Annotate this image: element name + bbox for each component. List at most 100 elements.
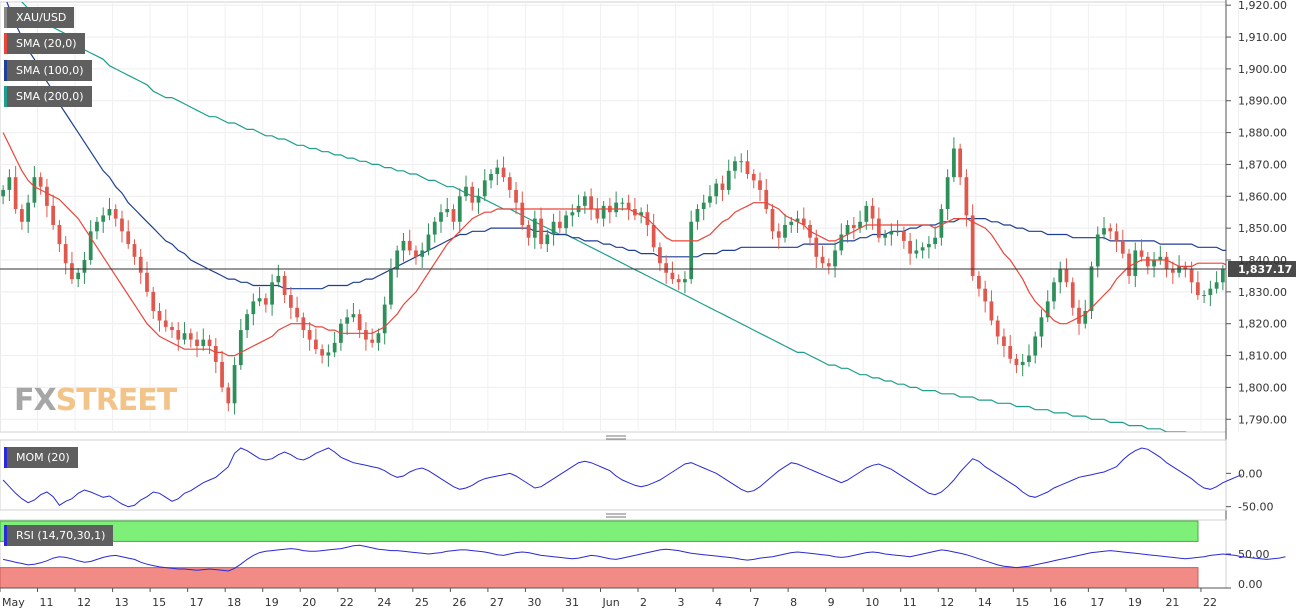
candle-body — [720, 183, 725, 190]
candle-body — [1102, 228, 1106, 235]
mom-tick-label: -50.00 — [1238, 501, 1273, 514]
candle-body — [814, 237, 819, 257]
candle-body — [201, 339, 206, 346]
candle-body — [670, 272, 675, 280]
candle-body — [470, 186, 475, 203]
legend-swatch — [4, 60, 7, 81]
legend-sma-200-label: SMA (200,0) — [16, 90, 84, 103]
candle-body — [401, 240, 406, 251]
rsi-oversold-zone — [0, 567, 1199, 589]
candle-body — [263, 298, 268, 305]
candle-body — [507, 177, 512, 190]
date-tick-label: 8 — [790, 596, 797, 609]
legend-sma-100[interactable]: SMA (100,0) — [4, 60, 92, 81]
candle-body — [307, 330, 312, 340]
legend-symbol[interactable]: XAU/USD — [4, 7, 75, 28]
candle-body — [451, 209, 456, 222]
legend-sma-200[interactable]: SMA (200,0) — [4, 86, 92, 107]
candle-body — [708, 196, 712, 203]
legend-rsi[interactable]: RSI (14,70,30,1) — [4, 525, 114, 546]
date-tick-label: 27 — [490, 596, 504, 609]
legend-rsi-label: RSI (14,70,30,1) — [16, 529, 106, 542]
candle-body — [733, 161, 737, 171]
legend-mom[interactable]: MOM (20) — [4, 447, 78, 468]
candle-body — [958, 148, 963, 178]
date-tick-label: 12 — [940, 596, 954, 609]
legend-mom-label: MOM (20) — [16, 451, 70, 464]
price-tick-label: 1,880.00 — [1238, 127, 1287, 140]
candle-body — [188, 333, 193, 340]
main-pane — [0, 1, 1227, 433]
candle-body — [933, 237, 938, 245]
candle-body — [257, 298, 262, 302]
candle-body — [964, 177, 969, 216]
candle-body — [945, 177, 950, 210]
sma-20-line — [2, 132, 1226, 357]
candle-body — [789, 221, 794, 225]
rsi-tick-label: 50.00 — [1238, 548, 1270, 561]
candle-body — [407, 240, 412, 251]
candle-body — [845, 224, 850, 235]
date-tick-label: 30 — [527, 596, 541, 609]
legend-sma-20-label: SMA (20,0) — [16, 37, 77, 50]
candle-body — [26, 202, 31, 222]
candle-body — [764, 189, 769, 210]
candle-body — [889, 231, 894, 235]
candle-body — [589, 196, 593, 210]
candle-body — [833, 250, 837, 267]
sma-200-line-group — [21, 2, 1187, 432]
candle-body — [288, 295, 293, 308]
pane-resize-handles[interactable] — [606, 435, 626, 518]
candles-group — [1, 137, 1225, 415]
date-tick-label: 14 — [978, 596, 992, 609]
candle-body — [157, 310, 162, 321]
candle-body — [839, 234, 844, 251]
candle-body — [226, 387, 231, 404]
candle-body — [557, 221, 562, 229]
candle-body — [1052, 282, 1056, 302]
date-tick-label: 22 — [340, 596, 354, 609]
date-tick-label: 16 — [1053, 596, 1067, 609]
rsi-pane: 0.00 50.00 — [0, 519, 1286, 591]
candle-body — [45, 186, 49, 206]
candle-body — [914, 250, 919, 254]
candle-body — [595, 209, 600, 219]
candle-body — [783, 224, 787, 238]
candle-body — [701, 202, 706, 210]
candle-body — [658, 247, 662, 264]
candle-body — [601, 205, 606, 219]
candle-body — [683, 279, 687, 283]
candle-body — [7, 177, 12, 190]
candle-body — [1189, 269, 1194, 283]
mom-pane-frame — [0, 439, 1227, 511]
candle-body — [795, 218, 800, 222]
candle-body — [1202, 295, 1206, 297]
watermark-suffix: STREET — [56, 383, 178, 418]
candle-body — [1014, 358, 1019, 366]
candle-body — [170, 326, 174, 331]
mom-line — [2, 447, 1242, 508]
candle-body — [63, 244, 68, 264]
candle-body — [1208, 288, 1213, 296]
candle-body — [895, 231, 900, 233]
date-tick-label: Jun — [601, 596, 619, 609]
candle-body — [439, 212, 443, 222]
candle-body — [1077, 307, 1081, 324]
candle-body — [420, 250, 425, 257]
candle-body — [38, 177, 43, 187]
candle-body — [1095, 234, 1100, 267]
candle-body — [107, 209, 112, 216]
rsi-overbought-zone — [0, 520, 1199, 542]
candle-body — [132, 244, 137, 257]
candle-body — [82, 260, 87, 273]
main-pane-frame — [0, 1, 1227, 433]
candle-body — [1033, 336, 1038, 356]
candle-body — [238, 330, 243, 366]
candle-body — [351, 314, 356, 318]
candle-body — [1177, 266, 1181, 273]
candle-body — [464, 186, 468, 197]
legend-sma-20[interactable]: SMA (20,0) — [4, 33, 85, 54]
candle-body — [564, 215, 568, 229]
date-tick-label: 19 — [1128, 596, 1142, 609]
price-tick-label: 1,910.00 — [1238, 31, 1287, 44]
